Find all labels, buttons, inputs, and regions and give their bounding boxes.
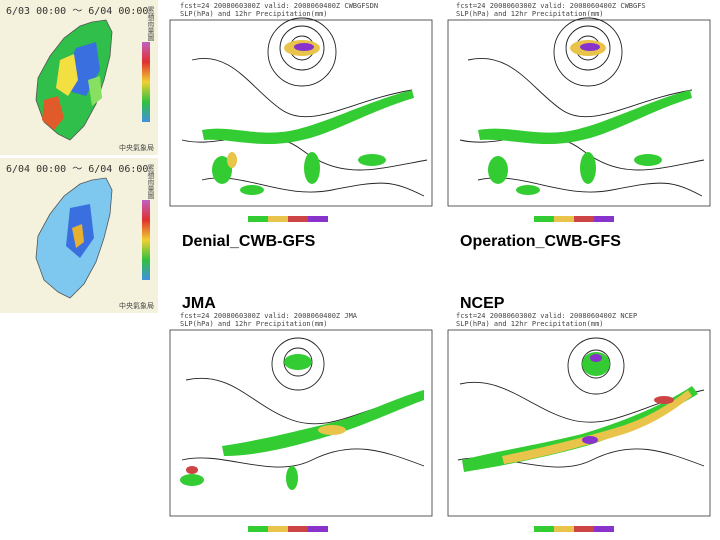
label-jma: JMA [182, 295, 216, 312]
obs-footer: 中央氣象局 [119, 145, 154, 152]
label-operation-cwb-gfs: Operation_CWB-GFS [460, 233, 621, 250]
panel-header-1: fcst=24 2008060300Z valid: 2008060400Z C… [456, 2, 646, 10]
taiwan-rain-map [35, 177, 150, 299]
observed-rainfall-map-2: 6/04 00:00 ～ 6/04 06:00 累積雨量圖 中央氣象局 [0, 158, 158, 313]
panel-header-1: fcst=24 2008060300Z valid: 2008060400Z N… [456, 312, 637, 320]
panel-header-2: SLP(hPa) and 12hr Precipitation(mm) [456, 10, 604, 18]
label-denial-cwb-gfs: Denial_CWB-GFS [182, 233, 316, 250]
panel-header-2: SLP(hPa) and 12hr Precipitation(mm) [180, 10, 328, 18]
panel-header-1: fcst=24 2008060300Z valid: 2008060400Z J… [180, 312, 358, 320]
forecast-panel-denial-cwb-gfs: fcst=24 2008060300Z valid: 2008060400Z C… [162, 0, 440, 230]
label-ncep: NCEP [460, 295, 505, 312]
panel-header-2: SLP(hPa) and 12hr Precipitation(mm) [456, 320, 604, 328]
obs-time-range: 6/03 00:00 ～ 6/04 00:00 [6, 6, 149, 17]
obs-side-text: 累積雨量圖 [147, 6, 154, 41]
forecast-panel-operation-cwb-gfs: fcst=24 2008060300Z valid: 2008060400Z C… [442, 0, 720, 230]
observed-rainfall-map-1: 6/03 00:00 ～ 6/04 00:00 累積雨量圖 中央氣象局 [0, 0, 158, 155]
forecast-panel-jma: fcst=24 2008060300Z valid: 2008060400Z J… [162, 310, 440, 540]
panel-header-1: fcst=24 2008060300Z valid: 2008060400Z C… [180, 2, 378, 10]
obs-side-text: 累積雨量圖 [147, 164, 154, 199]
forecast-panel-ncep: fcst=24 2008060300Z valid: 2008060400Z N… [442, 310, 720, 540]
obs-footer: 中央氣象局 [119, 303, 154, 310]
obs-time-range: 6/04 00:00 ～ 6/04 06:00 [6, 164, 149, 175]
taiwan-rain-map [35, 19, 150, 141]
panel-header-2: SLP(hPa) and 12hr Precipitation(mm) [180, 320, 328, 328]
